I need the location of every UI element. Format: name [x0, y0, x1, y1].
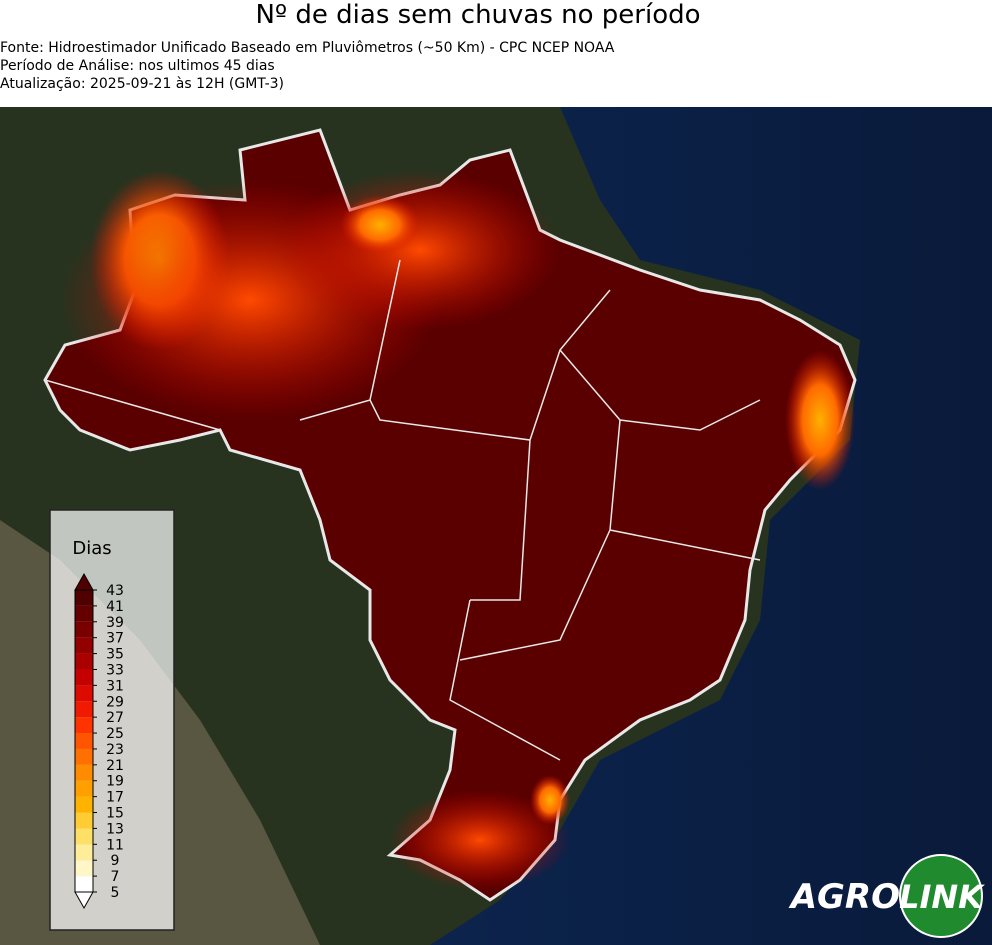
state-borders — [44, 259, 761, 761]
hot-area — [785, 350, 855, 490]
update-line: Atualização: 2025-09-21 às 12H (GMT-3) — [0, 76, 284, 92]
colorbar-segment — [75, 876, 93, 892]
colorbar-segment — [75, 685, 93, 702]
period-line: Período de Análise: nos ultimos 45 dias — [0, 58, 275, 74]
source-line: Fonte: Hidroestimador Unificado Baseado … — [0, 40, 615, 56]
colorbar-segment — [75, 733, 93, 749]
colorbar-segment — [75, 844, 93, 861]
colorbar-outline — [74, 589, 94, 893]
colorbar-tick-label: 15 — [106, 806, 124, 822]
colorbar-tick-label: 39 — [106, 615, 124, 631]
colorbar-segment — [75, 748, 93, 765]
map-title: Nº de dias sem chuvas no período — [255, 0, 701, 30]
colorbar-segment — [75, 780, 93, 797]
colorbar-tick-label: 9 — [111, 853, 120, 869]
colorbar-tick-label: 17 — [106, 790, 124, 806]
colorbar-tick-label: 7 — [111, 869, 120, 885]
colorbar-segment — [75, 828, 93, 845]
colorbar-segment — [75, 860, 93, 877]
colorbar-tick-label: 11 — [106, 837, 124, 853]
colorbar-segment — [75, 764, 93, 781]
colorbar-tick-label: 27 — [106, 710, 124, 726]
colorbar-segment — [75, 701, 93, 718]
logo-left: AGRO — [788, 877, 900, 917]
colorbar-label: Dias — [72, 538, 111, 559]
colorbar-segment — [75, 796, 93, 813]
colorbar-tick-label: 33 — [106, 662, 124, 678]
colorbar-tick-label: 31 — [106, 678, 124, 694]
colorbar-tick-label: 37 — [106, 631, 124, 647]
colorbar-tick-label: 19 — [106, 774, 124, 790]
colorbar-segment — [75, 717, 93, 734]
colorbar-segment — [75, 621, 93, 638]
colorbar-tick-label: 5 — [111, 885, 120, 901]
colorbar-segment — [75, 605, 93, 622]
colorbar-segment — [75, 590, 93, 606]
colorbar-segment — [75, 637, 93, 654]
colorbar-segment — [75, 812, 93, 829]
colorbar-tick-label: 13 — [106, 821, 124, 837]
logo: AGRO LINK — [788, 854, 985, 938]
colorbar-tick-label: 25 — [106, 726, 124, 742]
colorbar-tick-label: 41 — [106, 599, 124, 615]
colorbar-panel — [49, 509, 175, 931]
warm-area — [390, 790, 570, 890]
logo-right: LINK — [899, 878, 985, 916]
hot-area — [340, 195, 420, 255]
colorbar-tick-label: 35 — [106, 647, 124, 663]
colorbar-segment — [75, 653, 93, 670]
colorbar-tick-label: 23 — [106, 742, 124, 758]
colorbar-segment — [75, 669, 93, 686]
colorbar-tick-label: 43 — [106, 583, 124, 599]
colorbar-tick-label: 21 — [106, 758, 124, 774]
warm-area — [280, 170, 560, 330]
hot-area — [530, 775, 570, 825]
colorbar-tick-label: 29 — [106, 694, 124, 710]
